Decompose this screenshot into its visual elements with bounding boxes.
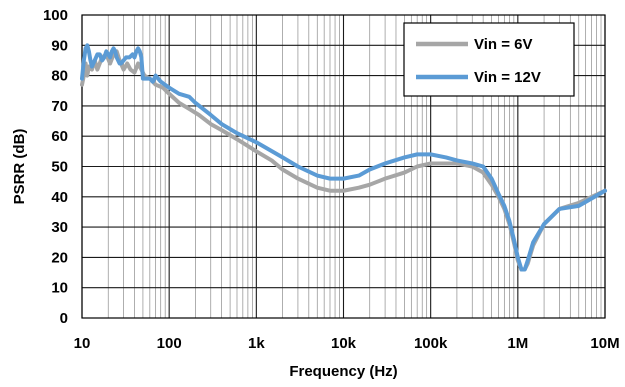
x-tick-label: 1M [507,335,528,352]
y-tick-label: 10 [51,280,68,297]
x-tick-label: 10M [590,335,619,352]
x-tick-label: 100 [157,335,182,352]
legend-label-vin-6v: Vin = 6V [474,36,533,53]
x-tick-label: 100k [414,335,448,352]
y-tick-labels: 0 10 20 30 40 50 60 70 80 90 100 [43,7,68,327]
y-tick-label: 80 [51,68,68,85]
series-line-1 [80,43,607,272]
y-tick-label: 20 [51,249,68,266]
x-tick-labels: 10 100 1k 10k 100k 1M 10M [74,335,620,352]
y-tick-label: 60 [51,128,68,145]
x-tick-label: 1k [248,335,265,352]
y-tick-label: 0 [60,310,68,327]
y-tick-label: 40 [51,189,68,206]
y-tick-label: 70 [51,98,68,115]
x-tick-label: 10 [74,335,91,352]
plot-frame [81,14,606,319]
y-tick-label: 90 [51,37,68,54]
y-tick-label: 100 [43,7,68,24]
legend: Vin = 6V Vin = 12V [403,22,575,97]
y-tick-label: 30 [51,219,68,236]
y-tick-label: 50 [51,159,68,176]
legend-box [403,22,575,97]
legend-label-vin-12v: Vin = 12V [474,69,541,86]
y-axis-title: PSRR (dB) [11,129,28,205]
series-layer [80,43,607,272]
x-axis-title: Frequency (Hz) [289,363,397,380]
x-tick-label: 10k [331,335,357,352]
